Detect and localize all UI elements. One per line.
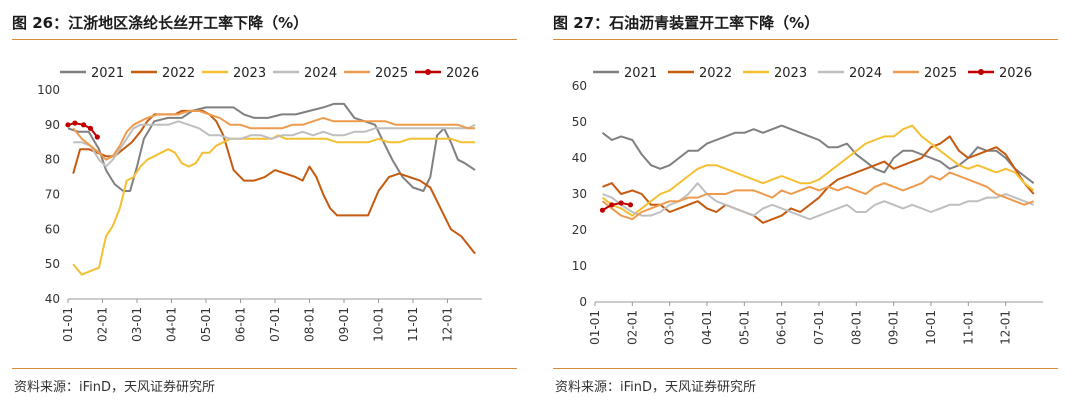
y-tick-label: 60 [572, 79, 587, 93]
x-tick-label: 09-01 [887, 310, 901, 345]
legend-label: 2026 [999, 66, 1032, 81]
y-tick-label: 40 [45, 292, 60, 306]
legend-label: 2023 [774, 66, 807, 81]
series-line-2021 [601, 124, 1035, 184]
series-line-2022 [602, 135, 1035, 224]
legend-label: 2025 [375, 66, 408, 81]
y-tick-label: 50 [45, 257, 60, 271]
y-tick-label: 30 [572, 187, 587, 201]
legend-label: 2026 [446, 66, 479, 81]
x-tick-label: 04-01 [165, 307, 179, 342]
series-line-2026 [601, 202, 631, 212]
series-line-2025 [601, 171, 1035, 221]
series-line-2024 [602, 182, 1035, 221]
series-line-2024 [73, 120, 476, 168]
legend-label: 2021 [624, 66, 657, 81]
chart-panel-right: 图 27：石油沥青装置开工率下降（%） 0 10 20 30 40 50 60 01-01 02… [553, 0, 1068, 402]
title-divider [553, 39, 1058, 40]
source-note: 资料来源：iFinD，天风证券研究所 [14, 380, 216, 395]
line-chart: 40 50 60 70 80 90 100 01-01 02-01 03-01 04-01 05-01… [37, 66, 482, 342]
x-tick-label: 06-01 [775, 310, 789, 345]
y-tick-label: 10 [572, 259, 587, 273]
series-line-2023 [72, 134, 476, 276]
chart-panel-left: 图 26：江浙地区涤纶长丝开工率下降（%） 40 50 60 70 80 90 100 01-… [12, 0, 527, 402]
x-tick-label: 08-01 [849, 310, 863, 345]
legend-marker-2026 [425, 69, 431, 75]
x-tick-label: 07-01 [812, 310, 826, 345]
series-point-2026 [627, 202, 634, 208]
x-tick-label: 05-01 [737, 310, 751, 345]
series-line-2021 [67, 102, 476, 192]
series-point-2026 [609, 202, 615, 208]
y-tick-label: 40 [572, 151, 587, 165]
x-tick-label: 12-01 [999, 310, 1013, 345]
legend-label: 2022 [699, 66, 732, 81]
line-chart: 0 10 20 30 40 50 60 01-01 02-01 03-01 04-01 05-01 06… [572, 66, 1043, 345]
series-point-2026 [599, 207, 606, 213]
title-divider [12, 39, 517, 40]
y-tick-label: 70 [45, 188, 60, 202]
y-tick-label: 100 [37, 83, 60, 97]
x-tick-label: 01-01 [61, 307, 75, 342]
y-tick-label: 0 [579, 295, 587, 309]
footer-divider [12, 368, 517, 369]
series-line-2025 [72, 109, 476, 161]
x-tick-label: 01-01 [588, 310, 602, 345]
series-line-2022 [72, 109, 476, 255]
x-tick-label: 07-01 [268, 307, 282, 342]
y-tick-label: 90 [45, 118, 60, 132]
series-point-2026 [87, 125, 94, 131]
y-tick-label: 60 [45, 222, 60, 236]
legend-label: 2025 [924, 66, 957, 81]
x-tick-label: 11-01 [961, 310, 975, 345]
y-tick-label: 80 [45, 153, 60, 167]
x-tick-label: 03-01 [130, 307, 144, 342]
x-tick-label: 08-01 [303, 307, 317, 342]
footer-divider [553, 368, 1058, 369]
legend-marker-2026 [978, 69, 984, 75]
x-tick-label: 12-01 [441, 307, 455, 342]
x-tick-label: 03-01 [663, 310, 677, 345]
x-tick-label: 09-01 [337, 307, 351, 342]
legend-label: 2024 [849, 66, 882, 81]
legend-label: 2023 [233, 66, 266, 81]
source-note: 资料来源：iFinD，天风证券研究所 [555, 380, 757, 395]
y-tick-label: 50 [572, 115, 587, 129]
x-tick-label: 10-01 [924, 310, 938, 345]
x-tick-label: 05-01 [199, 307, 213, 342]
chart-title: 图 26：江浙地区涤纶长丝开工率下降（%） [12, 14, 309, 32]
series-point-2026 [65, 122, 71, 128]
legend-label: 2024 [304, 66, 337, 81]
legend-label: 2022 [162, 66, 195, 81]
series-point-2026 [80, 122, 87, 128]
x-tick-label: 02-01 [625, 310, 639, 345]
series-point-2026 [72, 120, 78, 126]
series-point-2026 [94, 134, 100, 140]
legend-label: 2021 [91, 66, 124, 81]
x-tick-label: 10-01 [372, 307, 386, 342]
x-tick-label: 02-01 [96, 307, 110, 342]
series-line-2023 [601, 124, 1035, 217]
series-point-2026 [618, 200, 624, 206]
x-tick-label: 06-01 [234, 307, 248, 342]
chart-title: 图 27：石油沥青装置开工率下降（%） [553, 14, 820, 32]
x-tick-label: 04-01 [700, 310, 714, 345]
y-tick-label: 20 [572, 223, 587, 237]
x-tick-label: 11-01 [406, 307, 420, 342]
